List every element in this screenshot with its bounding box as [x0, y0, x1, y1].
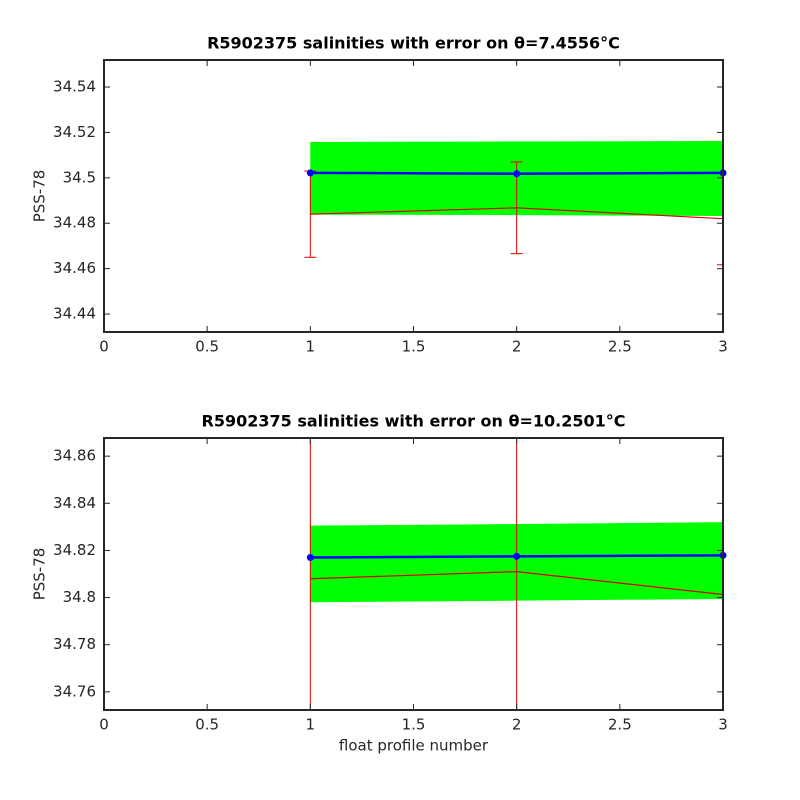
x-tick-label: 1.5 — [402, 716, 426, 734]
y-axis-label: PSS-78 — [31, 548, 49, 601]
y-tick-label: 34.86 — [53, 447, 96, 465]
y-tick-label: 34.82 — [53, 541, 96, 559]
x-tick-label: 3 — [718, 338, 728, 356]
y-tick-label: 34.52 — [53, 123, 96, 141]
x-tick-label: 1 — [306, 338, 316, 356]
y-tick-label: 34.48 — [53, 214, 96, 232]
y-tick-label: 34.44 — [53, 305, 96, 323]
x-tick-label: 3 — [718, 716, 728, 734]
y-tick-label: 34.78 — [53, 635, 96, 653]
y-tick-label: 34.76 — [53, 682, 96, 700]
y-tick-label: 34.5 — [63, 168, 96, 186]
chart-title: R5902375 salinities with error on θ=10.2… — [202, 412, 626, 431]
y-tick-label: 34.54 — [53, 78, 96, 96]
chart-title: R5902375 salinities with error on θ=7.45… — [207, 34, 620, 53]
y-axis-label: PSS-78 — [31, 170, 49, 223]
y-tick-label: 34.8 — [63, 588, 96, 606]
x-tick-label: 2 — [512, 338, 522, 356]
data-point — [306, 554, 314, 562]
series-line — [310, 207, 723, 220]
y-tick-label: 34.46 — [53, 259, 96, 277]
data-point — [306, 169, 314, 177]
data-point — [513, 170, 521, 178]
x-tick-label: 1.5 — [402, 338, 426, 356]
x-tick-label: 1 — [306, 716, 316, 734]
data-point — [513, 552, 521, 560]
plot-area — [304, 141, 723, 266]
x-tick-label: 0.5 — [195, 338, 219, 356]
x-tick-label: 2.5 — [608, 338, 632, 356]
x-axis-label: float profile number — [339, 737, 489, 755]
x-tick-label: 2 — [512, 716, 522, 734]
y-tick-label: 34.84 — [53, 494, 96, 512]
x-tick-label: 0 — [99, 716, 109, 734]
x-tick-label: 2.5 — [608, 716, 632, 734]
x-tick-label: 0 — [99, 338, 109, 356]
series-line — [310, 571, 723, 596]
x-tick-label: 0.5 — [195, 716, 219, 734]
